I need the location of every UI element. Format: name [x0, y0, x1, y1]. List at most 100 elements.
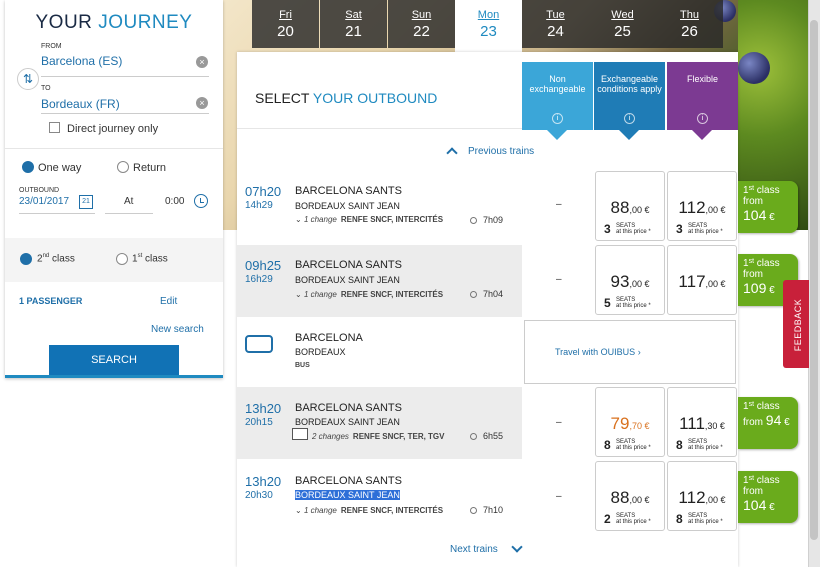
bus-type: BUS — [295, 362, 310, 369]
journey-title: YOUR JOURNEY — [35, 12, 193, 33]
day-tab-active[interactable]: Mon 23 — [455, 0, 522, 52]
fare-flexible-header[interactable]: Flexible i — [667, 62, 738, 140]
seats-left: 5 SEATS at this price * — [604, 296, 651, 310]
arrival-time: 20h30 — [245, 490, 273, 501]
expand-changes-icon[interactable] — [292, 428, 308, 440]
day-tab[interactable]: Thu 26 — [656, 0, 723, 48]
clock-icon — [470, 507, 477, 514]
arrival-time: 14h29 — [245, 200, 273, 211]
first-class-label: 1st class — [132, 253, 168, 265]
new-search-link[interactable]: New search — [151, 324, 204, 335]
edit-passengers-link[interactable]: Edit — [160, 296, 178, 307]
from-label: FROM — [41, 43, 62, 50]
day-tab[interactable]: Wed 25 — [589, 0, 656, 48]
first-class-promo[interactable]: 1st class from 104 € — [738, 181, 798, 233]
first-class-radio[interactable] — [116, 253, 128, 265]
day-tab[interactable]: Tue 24 — [522, 0, 589, 48]
clear-to-icon[interactable]: × — [196, 97, 208, 109]
day-tab[interactable]: Sun 22 — [388, 0, 455, 48]
results-panel: SELECT YOUR OUTBOUND Non exchangeable i E… — [237, 52, 738, 567]
departure-time: 13h20 — [245, 474, 282, 489]
clock-icon — [470, 291, 477, 298]
day-tab[interactable]: Fri 20 — [252, 0, 319, 48]
departure-time: 07h20 — [245, 184, 282, 199]
journey-panel: YOUR JOURNEY FROM Barcelona (ES) × ⇅ TO … — [5, 0, 223, 378]
arrival-station: BORDEAUX SAINT JEAN — [295, 417, 400, 427]
fare-non-exchangeable-header[interactable]: Non exchangeable i — [522, 62, 593, 140]
departure-station: BARCELONA SANTS — [295, 185, 402, 197]
header-divider — [237, 128, 522, 129]
changes-info[interactable]: ⌄ 1 change RENFE SNCF, INTERCITÉS — [295, 215, 444, 224]
price-exchangeable[interactable]: 79,70 € 8 SEATS at this price * — [595, 387, 665, 457]
to-underline — [41, 113, 209, 114]
grape-decoration — [738, 52, 770, 84]
chevron-down-icon[interactable] — [511, 541, 523, 553]
duration: 6h55 — [470, 431, 503, 441]
fare-exchangeable-header[interactable]: Exchangeable conditions apply i — [594, 62, 665, 140]
first-class-promo[interactable]: 1st class from 94 € — [738, 397, 798, 449]
duration: 7h10 — [470, 505, 503, 515]
page-scrollbar[interactable] — [808, 0, 820, 567]
direct-journey-checkbox[interactable] — [49, 122, 60, 133]
non-exchangeable-empty: – — [556, 417, 562, 428]
outbound-label: OUTBOUND — [19, 187, 60, 194]
changes-info[interactable]: ⌄ 1 change RENFE SNCF, INTERCITÉS — [295, 290, 444, 299]
price-value: 112,00 € — [678, 198, 726, 217]
non-exchangeable-empty: – — [556, 199, 562, 210]
second-class-radio[interactable] — [20, 253, 32, 265]
price-flexible[interactable]: 111,30 € 8 SEATS at this price * — [667, 387, 737, 457]
day-tab[interactable]: Sat 21 — [320, 0, 387, 48]
calendar-icon[interactable]: 21 — [79, 195, 93, 209]
bus-departure: BARCELONA — [295, 332, 363, 344]
divider — [5, 148, 223, 149]
info-icon[interactable]: i — [552, 113, 563, 124]
changes-info[interactable]: 2 changes RENFE SNCF, TER, TGV — [312, 432, 445, 441]
second-class-label: 2nd class — [37, 253, 75, 265]
price-flexible[interactable]: 112,00 € 8 SEATS at this price * — [667, 461, 737, 531]
price-value: 79,70 € — [610, 414, 650, 433]
train-row[interactable]: 13h20 20h30 BARCELONA SANTS BORDEAUX SAI… — [237, 461, 522, 533]
train-row[interactable]: 13h20 20h15 BARCELONA SANTS BORDEAUX SAI… — [237, 387, 522, 459]
bus-icon — [245, 335, 273, 353]
departure-time: 13h20 — [245, 401, 282, 416]
feedback-tab[interactable]: FEEDBACK — [783, 280, 809, 368]
return-radio[interactable] — [117, 161, 129, 173]
panel-bottom-rule — [5, 375, 223, 378]
search-button[interactable]: SEARCH — [49, 345, 179, 375]
price-value: 111,30 € — [679, 414, 725, 433]
clock-icon — [470, 217, 477, 224]
scrollbar-thumb[interactable] — [810, 20, 818, 540]
duration: 7h04 — [470, 289, 503, 299]
info-icon[interactable]: i — [624, 113, 635, 124]
at-underline — [105, 213, 153, 214]
outbound-date-field[interactable]: 23/01/2017 — [19, 196, 70, 207]
changes-info[interactable]: ⌄ 1 change RENFE SNCF, INTERCITÉS — [295, 506, 444, 515]
first-class-promo[interactable]: 1st class from 104 € — [738, 471, 798, 523]
time-field[interactable]: 0:00 — [165, 196, 185, 207]
clock-icon[interactable] — [194, 194, 208, 208]
to-label: TO — [41, 85, 51, 92]
price-exchangeable[interactable]: 88,00 € 3 SEATS at this price * — [595, 171, 665, 241]
previous-trains-link[interactable]: Previous trains — [468, 146, 535, 157]
price-flexible[interactable]: 117,00 € — [667, 245, 737, 315]
swap-icon[interactable]: ⇅ — [17, 68, 39, 90]
from-field[interactable]: Barcelona (ES) — [41, 54, 123, 68]
next-trains-link[interactable]: Next trains — [450, 544, 498, 555]
ouibus-box[interactable]: Travel with OUIBUS › — [524, 320, 736, 384]
passenger-count: 1 PASSENGER — [19, 296, 83, 306]
info-icon[interactable]: i — [697, 113, 708, 124]
train-row[interactable]: 07h20 14h29 BARCELONA SANTS BORDEAUX SAI… — [237, 172, 522, 244]
to-field[interactable]: Bordeaux (FR) — [41, 97, 120, 111]
price-exchangeable[interactable]: 88,00 € 2 SEATS at this price * — [595, 461, 665, 531]
from-underline — [41, 76, 209, 77]
ouibus-link[interactable]: Travel with OUIBUS › — [555, 347, 641, 357]
arrival-station: BORDEAUX SAINT JEAN — [295, 201, 400, 211]
chevron-up-icon[interactable] — [446, 147, 458, 159]
price-flexible[interactable]: 112,00 € 3 SEATS at this price * — [667, 171, 737, 241]
seats-left: 8 SEATS at this price * — [676, 438, 723, 452]
non-exchangeable-empty: – — [556, 491, 562, 502]
train-row[interactable]: 09h25 16h29 BARCELONA SANTS BORDEAUX SAI… — [237, 245, 522, 317]
price-exchangeable[interactable]: 93,00 € 5 SEATS at this price * — [595, 245, 665, 315]
one-way-radio[interactable] — [22, 161, 34, 173]
clear-from-icon[interactable]: × — [196, 56, 208, 68]
